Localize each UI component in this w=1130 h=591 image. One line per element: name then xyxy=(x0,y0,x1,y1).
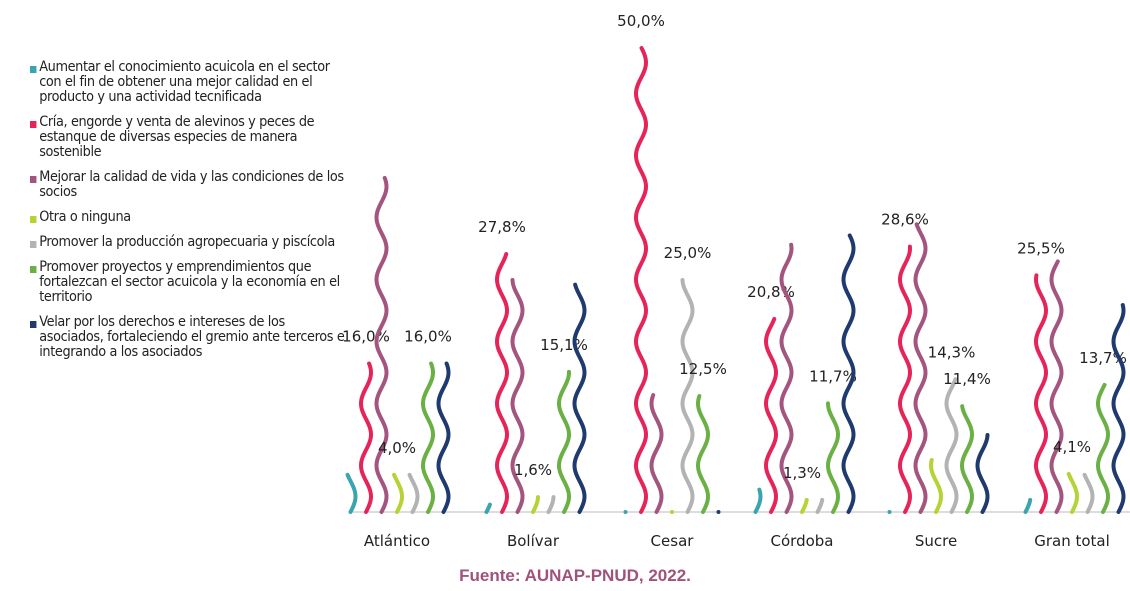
bar xyxy=(559,372,569,512)
value-label: 11,4% xyxy=(943,370,991,388)
bar xyxy=(766,319,776,512)
bar xyxy=(1069,474,1077,512)
bar xyxy=(978,435,988,512)
bar xyxy=(487,505,490,512)
page: Aumentar el conocimiento acuicola en el … xyxy=(0,0,1130,591)
x-tick-label: Sucre xyxy=(915,532,957,550)
value-label: 1,6% xyxy=(514,461,552,479)
x-tick-label: Cesar xyxy=(651,532,695,550)
bar xyxy=(916,224,926,512)
bar xyxy=(1085,475,1093,512)
source: Fuente: AUNAP-PNUD, 2022. xyxy=(459,566,691,585)
bar xyxy=(756,490,761,512)
value-label: 25,5% xyxy=(1017,239,1065,257)
bar xyxy=(900,247,910,512)
bar xyxy=(497,254,507,512)
x-tick-label: Gran total xyxy=(1034,532,1110,550)
bar xyxy=(549,497,554,512)
x-tick-label: Atlántico xyxy=(364,532,430,550)
bar xyxy=(962,406,972,512)
bar xyxy=(802,500,807,512)
bar xyxy=(410,475,418,512)
bar xyxy=(575,285,585,512)
bar xyxy=(947,379,957,512)
bar xyxy=(394,475,402,512)
value-label: 16,0% xyxy=(342,328,390,346)
x-tick-label: Córdoba xyxy=(771,532,834,550)
bar xyxy=(828,403,838,512)
bar xyxy=(1036,275,1046,512)
value-label: 27,8% xyxy=(478,218,526,236)
bar xyxy=(683,280,693,512)
value-label: 50,0% xyxy=(617,12,665,30)
bar xyxy=(533,497,538,512)
bar xyxy=(818,500,823,512)
bar xyxy=(348,475,356,512)
x-tick-label: Bolívar xyxy=(507,532,560,550)
bar xyxy=(652,395,662,512)
bar xyxy=(1052,261,1062,512)
bar xyxy=(1114,305,1124,512)
value-label: 25,0% xyxy=(664,244,712,262)
value-label: 28,6% xyxy=(881,211,929,229)
chart: Fuente: AUNAP-PNUD, 2022. Atlántico 16,0%… xyxy=(0,0,1130,591)
value-label: 14,3% xyxy=(928,343,976,361)
value-label: 15,1% xyxy=(540,336,588,354)
value-label: 16,0% xyxy=(404,328,452,346)
bar xyxy=(636,48,646,512)
value-label: 1,3% xyxy=(783,464,821,482)
value-label: 4,1% xyxy=(1053,438,1091,456)
bar xyxy=(1026,500,1031,512)
value-label: 4,0% xyxy=(378,439,416,457)
bar xyxy=(1098,385,1108,512)
bar xyxy=(931,460,941,512)
bar xyxy=(439,364,449,512)
bar xyxy=(698,396,708,512)
value-label: 12,5% xyxy=(679,360,727,378)
bar xyxy=(423,364,433,512)
bar xyxy=(361,364,371,512)
